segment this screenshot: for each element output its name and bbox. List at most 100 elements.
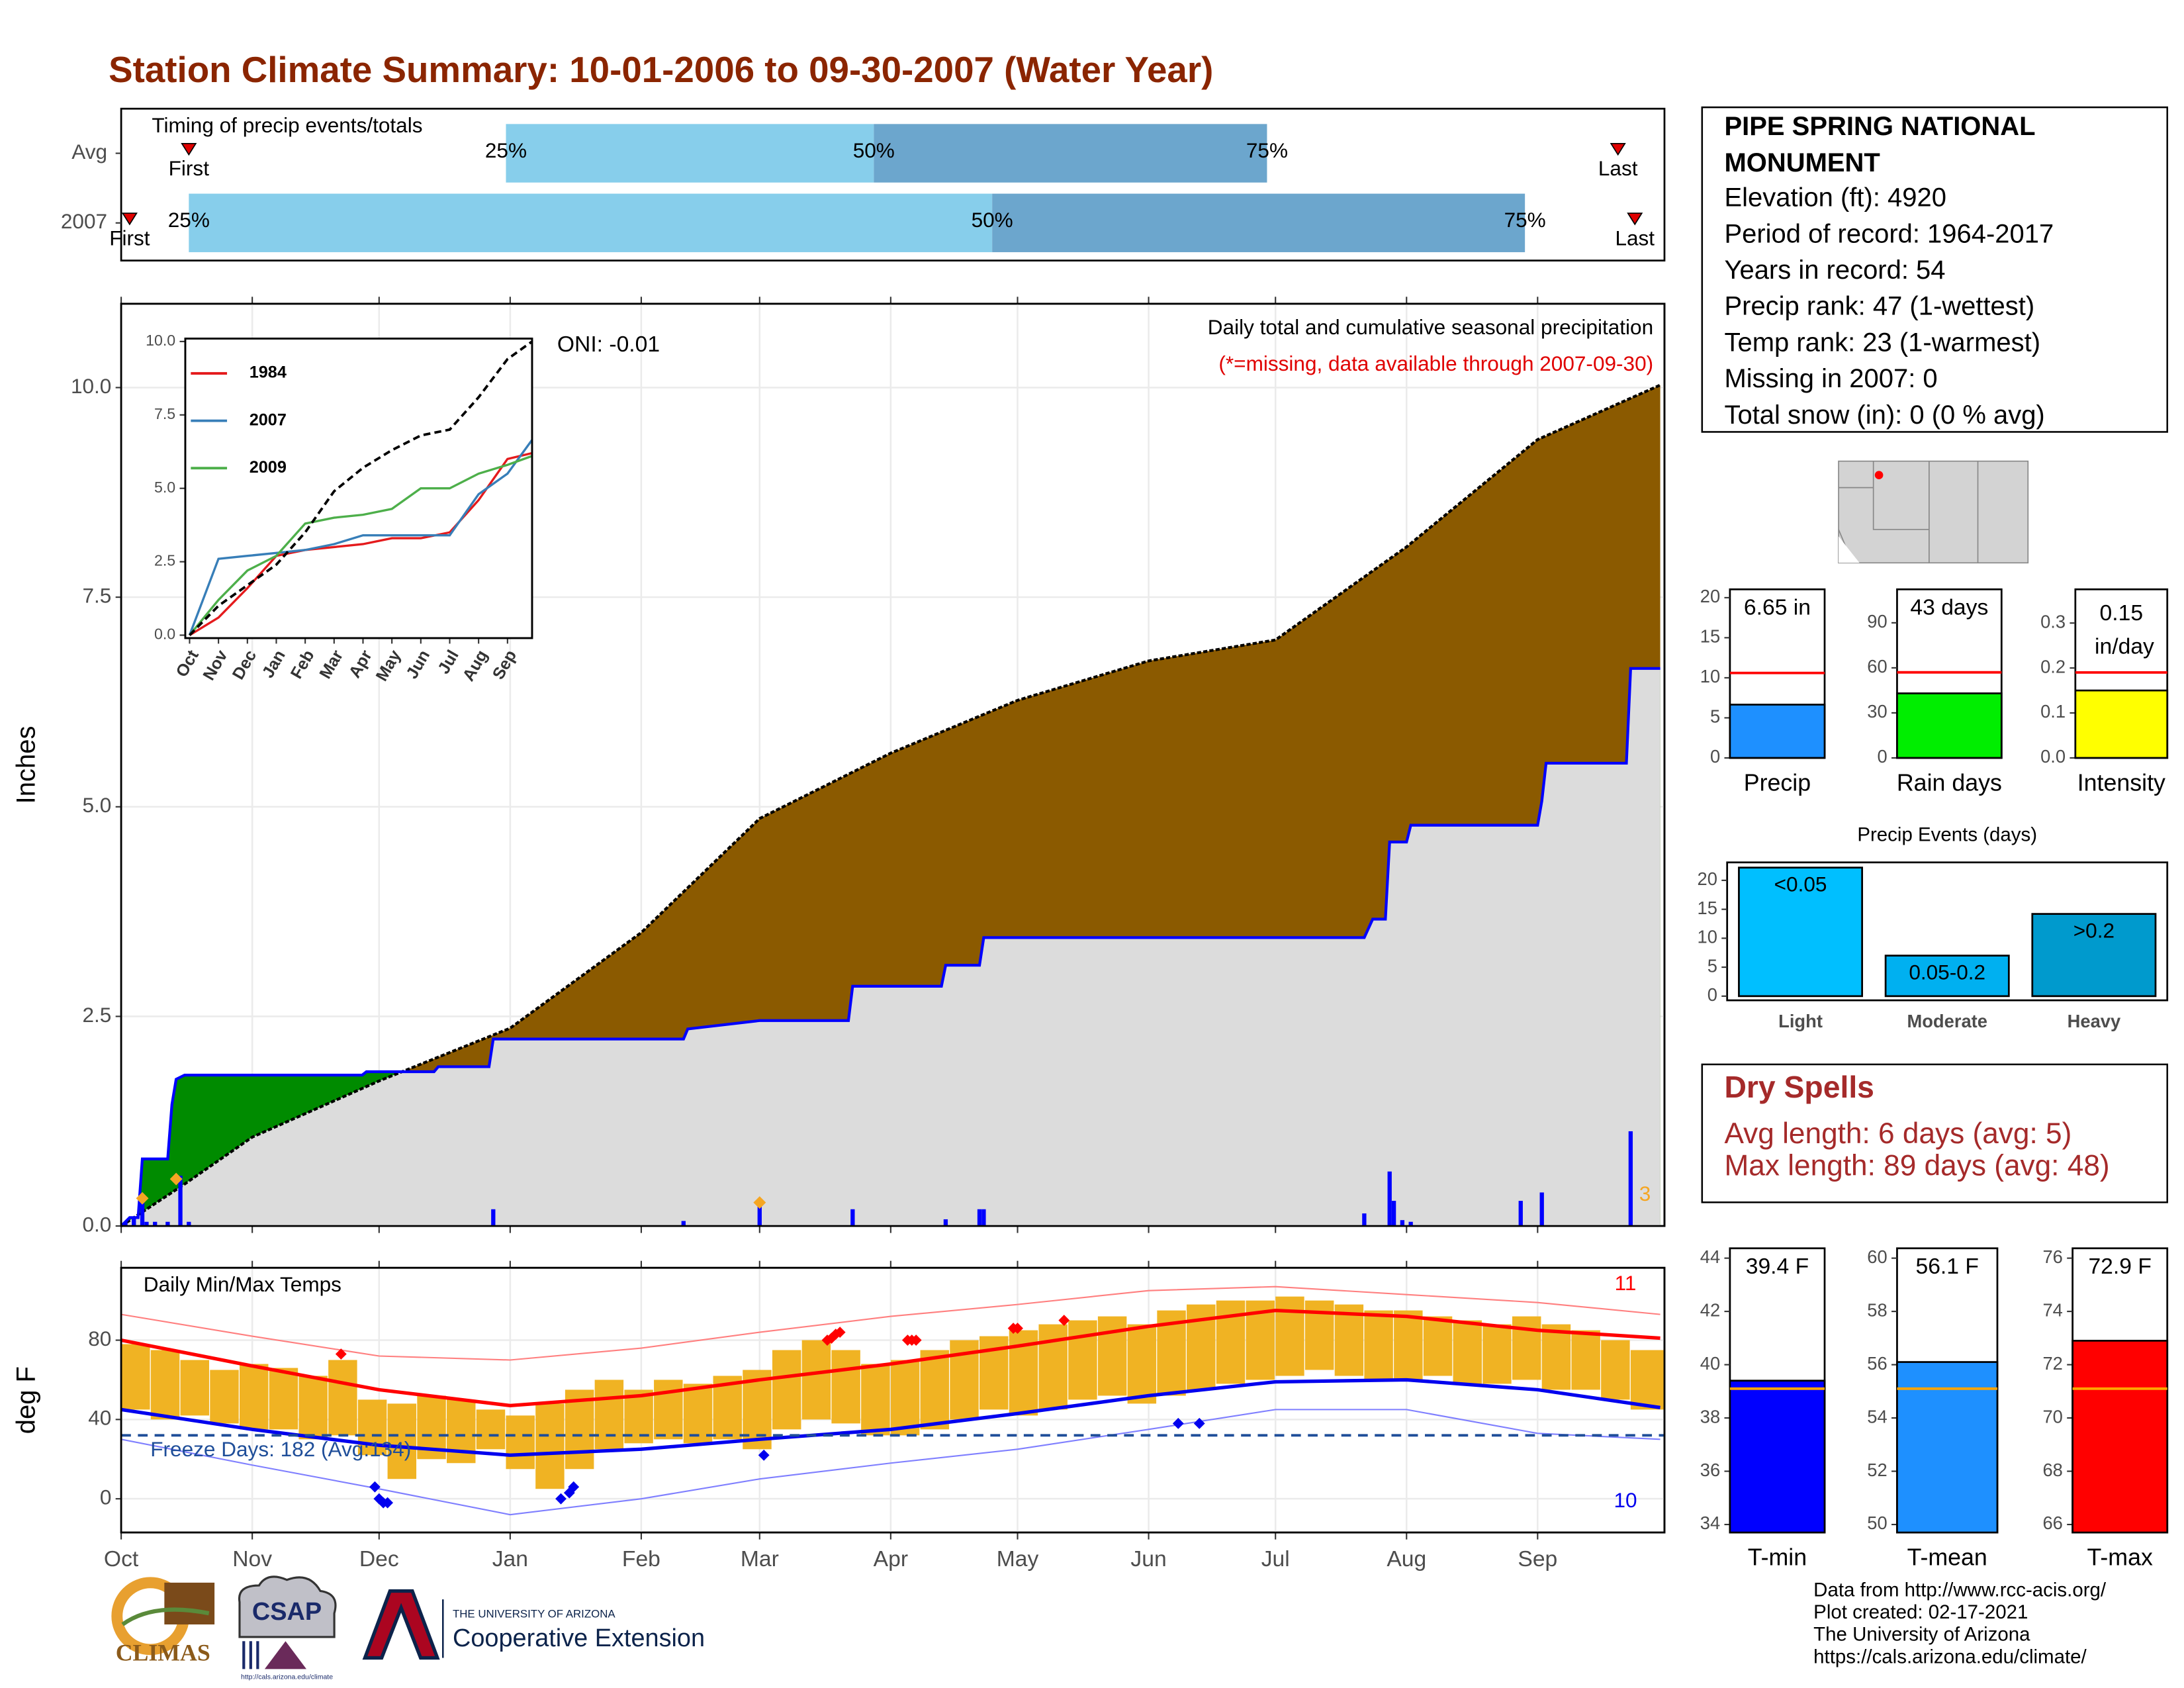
plot-frame [120,1266,1666,1534]
row-label: 2007 [61,209,107,233]
y-tick-label: 36 [1700,1460,1720,1480]
daily-bar [943,1219,948,1227]
x-tick-label: Aug [1387,1547,1426,1571]
y-tick-label: 2.5 [83,1003,112,1027]
record-point [1172,1417,1184,1429]
category-label: T-max [2087,1544,2153,1571]
y-tick-label: 10 [1698,927,1717,947]
series-line [189,455,533,636]
y-tick-label: 0.3 [2040,611,2066,632]
logo-mountain [264,1641,307,1669]
y-tick-label: 52 [1867,1460,1887,1480]
daily-range [1364,1310,1393,1380]
y-tick-label: 58 [1867,1299,1887,1320]
bar [1729,704,1826,759]
daily-range [890,1360,920,1436]
y-tick-label: 10.0 [71,374,111,398]
climas-logo: CLIMAS [111,1577,215,1665]
normal-high-line [120,1308,1661,1408]
record-point [1012,1323,1023,1334]
y-tick-label: 60 [1867,656,1887,677]
legend-label: 1984 [250,363,287,382]
csap-logo: CSAP http://cals.arizona.edu/climate [238,1575,337,1681]
station-dot [1874,471,1884,480]
x-tick-label: May [997,1547,1039,1571]
daily-range [476,1409,506,1450]
event-marker [121,212,138,226]
daily-range [1334,1304,1364,1376]
daily-range [1127,1324,1157,1404]
percent-label: 50% [853,138,895,162]
daily-bar [1408,1221,1413,1227]
marker-label: Last [1598,156,1638,180]
bar [1729,1380,1826,1534]
category-label: Light [1778,1011,1823,1031]
station-name: MONUMENT [1724,148,1880,177]
y-tick-label: 0 [1878,746,1888,767]
daily-bar [1628,1131,1633,1227]
panel-subtitle: (*=missing, data available through 2007-… [1218,352,1653,375]
y-tick-label: 34 [1700,1513,1720,1533]
daily-range [1216,1300,1246,1384]
panel-title: Timing of precip events/totals [152,113,422,137]
daily-range [801,1340,831,1420]
record-point [1193,1417,1205,1429]
daily-range [831,1350,860,1424]
daily-bar [1387,1171,1392,1227]
row-label: Avg [71,140,107,164]
x-tick-label: Jun [1130,1547,1166,1571]
daily-bar [757,1201,762,1227]
daily-range [239,1364,269,1430]
legend-label: 2007 [250,410,287,429]
x-tick-label: Nov [232,1547,272,1571]
dry-spells-line: Avg length: 6 days (avg: 5) [1724,1117,2071,1150]
bar [2071,1340,2169,1534]
locator-map [1838,460,2029,564]
daily-bar [187,1221,191,1227]
bar [1896,1361,1999,1534]
record-point [382,1497,394,1509]
bar [1896,692,2003,759]
daily-range [1068,1320,1097,1400]
y-axis-label: deg F [12,1366,41,1434]
highlight-point [169,1172,183,1186]
x-tick-label: Jul [1261,1547,1290,1571]
daily-bar [681,1221,686,1227]
daily-bar [144,1221,149,1227]
climas-text: CLIMAS [116,1639,210,1665]
y-tick-label: 0.2 [2040,656,2066,677]
y-tick-label: 50 [1867,1513,1887,1533]
x-tick-label: Oct [104,1547,139,1571]
y-tick-label: 7.5 [154,405,175,422]
timing-bar [506,124,874,183]
daily-bar [1400,1220,1405,1227]
event-marker [181,142,197,156]
daily-bar [1362,1213,1367,1227]
series-line [188,439,533,636]
daily-range [150,1350,180,1420]
daily-range [772,1350,801,1430]
category-label: Precip [1744,769,1811,796]
y-tick-label: 90 [1867,611,1887,632]
station-line: Total snow (in): 0 (0 % avg) [1724,400,2044,430]
y-tick-label: 15 [1698,898,1717,918]
station-line: Temp rank: 23 (1-warmest) [1724,328,2040,357]
daily-bar [850,1209,855,1227]
map-borders [1838,461,1979,563]
value-label: 43 days [1910,596,1988,620]
bar [2031,913,2157,998]
daily-range [1512,1316,1541,1380]
daily-range [535,1403,565,1489]
daily-bar [977,1209,982,1227]
y-tick-label: 5.0 [83,793,112,817]
daily-bar [1518,1201,1523,1227]
percent-label: 25% [485,138,527,162]
event-marker [1627,212,1643,226]
credit-line: The University of Arizona [1813,1624,2030,1646]
daily-range [210,1370,239,1424]
highlight-count: 3 [1639,1182,1651,1205]
daily-range [1571,1330,1600,1390]
y-tick-label: 30 [1867,701,1887,722]
